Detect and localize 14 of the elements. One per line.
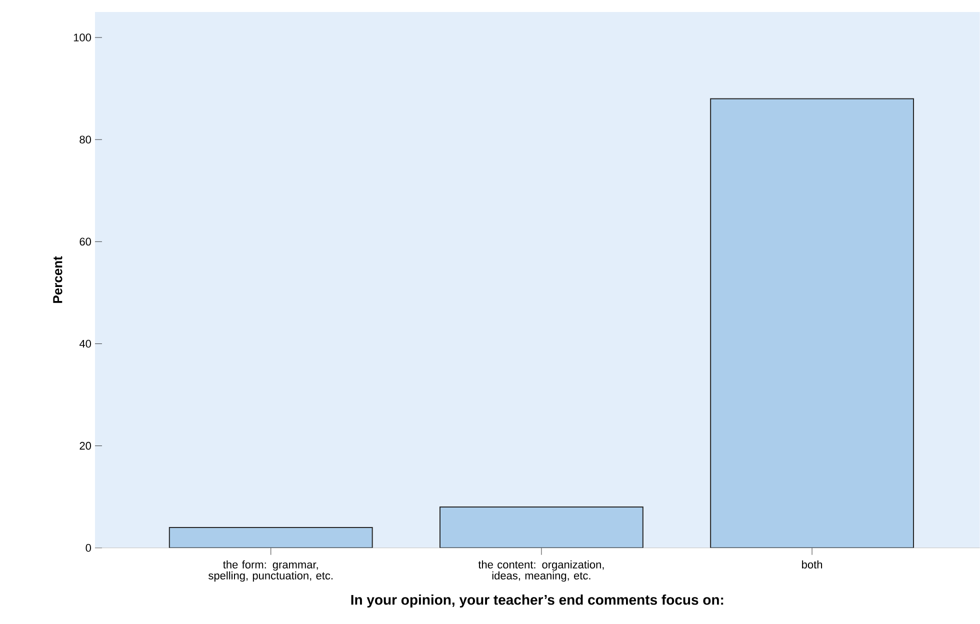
x-tick-label: the form: grammar, spelling, punctuation, etc. [208, 560, 333, 582]
y-tick-label: 0 [86, 544, 92, 552]
x-tick-label: both [802, 560, 822, 569]
x-tick-label: the content: organization, ideas, meaning, etc. [478, 560, 604, 582]
y-tick-label: 40 [79, 340, 92, 348]
bar [439, 506, 644, 548]
y-tick-label: 60 [80, 238, 92, 246]
x-axis-title: In your opinion, your teacher’s end comments focus on: [351, 594, 724, 608]
y-tick-label: 20 [80, 442, 92, 450]
y-tick-label: 80 [80, 136, 92, 144]
y-axis-title: Percent [53, 256, 62, 303]
y-tick-label: 100 [74, 34, 92, 42]
bar [710, 98, 914, 548]
bar [168, 527, 373, 548]
